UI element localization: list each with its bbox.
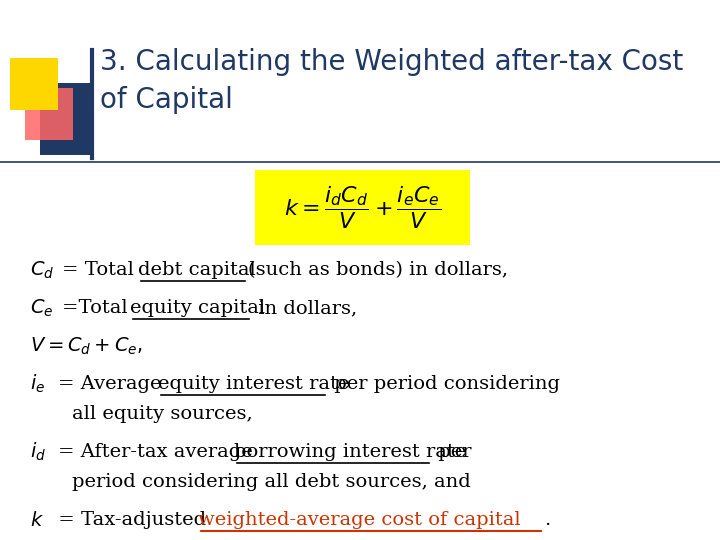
Text: borrowing interest rate: borrowing interest rate — [234, 443, 467, 461]
Bar — [40, 83, 90, 155]
Bar — [255, 170, 470, 245]
Text: .: . — [544, 511, 550, 529]
Text: debt capital: debt capital — [138, 261, 256, 279]
Text: $i_d$: $i_d$ — [30, 441, 46, 463]
Text: =Total: =Total — [62, 299, 134, 317]
Text: equity interest rate: equity interest rate — [158, 375, 349, 393]
Text: $C_e$: $C_e$ — [30, 298, 53, 319]
Text: = Average: = Average — [58, 375, 168, 393]
Text: equity capital: equity capital — [130, 299, 265, 317]
Text: weighted-average cost of capital: weighted-average cost of capital — [198, 511, 521, 529]
Text: all equity sources,: all equity sources, — [72, 405, 253, 423]
Text: (such as bonds) in dollars,: (such as bonds) in dollars, — [248, 261, 508, 279]
Bar — [25, 88, 73, 140]
Text: per: per — [432, 443, 472, 461]
Text: = After-tax average: = After-tax average — [58, 443, 259, 461]
Text: 3. Calculating the Weighted after-tax Cost: 3. Calculating the Weighted after-tax Co… — [100, 48, 683, 76]
Text: $V = C_d+ C_e,$: $V = C_d+ C_e,$ — [30, 335, 143, 356]
Text: per period considering: per period considering — [328, 375, 560, 393]
Text: in dollars,: in dollars, — [252, 299, 357, 317]
Text: $C_d$: $C_d$ — [30, 259, 54, 281]
Text: $k$: $k$ — [30, 510, 44, 530]
Text: $i_e$: $i_e$ — [30, 373, 45, 395]
Text: of Capital: of Capital — [100, 86, 233, 114]
Text: = Total: = Total — [62, 261, 140, 279]
Text: period considering all debt sources, and: period considering all debt sources, and — [72, 473, 471, 491]
Bar — [10, 58, 58, 110]
Text: = Tax-adjusted: = Tax-adjusted — [52, 511, 212, 529]
Text: $k = \dfrac{i_d C_d}{V} + \dfrac{i_e C_e}{V}$: $k = \dfrac{i_d C_d}{V} + \dfrac{i_e C_e… — [284, 184, 441, 231]
